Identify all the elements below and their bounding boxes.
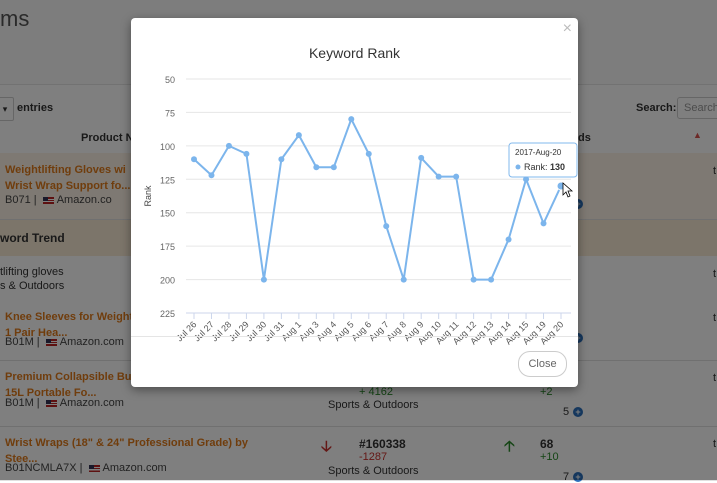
data-point	[365, 150, 372, 157]
close-icon[interactable]: ×	[562, 20, 572, 37]
mouse-cursor-icon	[562, 182, 574, 198]
data-point	[435, 173, 442, 180]
data-point	[313, 164, 320, 171]
data-point	[191, 156, 197, 163]
y-tick-label: 75	[165, 108, 175, 118]
tooltip-marker	[515, 164, 521, 170]
y-tick-label: 175	[160, 242, 175, 252]
data-point	[243, 150, 250, 157]
data-point	[453, 173, 460, 180]
data-point	[278, 156, 285, 163]
data-point	[418, 154, 425, 161]
y-tick-label: 125	[160, 175, 175, 185]
data-point	[295, 132, 302, 139]
series-line	[193, 118, 562, 281]
modal-footer	[131, 336, 578, 337]
data-point	[400, 276, 407, 283]
keyword-rank-modal: × Keyword Rank 50 75 100 125 150 175 200 225 Ran…	[131, 18, 578, 387]
close-button[interactable]: Close	[518, 351, 567, 377]
y-tick-label: 100	[160, 142, 175, 152]
tooltip-box	[508, 142, 578, 178]
tooltip-value: 130	[550, 162, 565, 172]
tooltip-label: Rank: 130	[524, 162, 565, 172]
data-point	[383, 223, 390, 230]
data-point	[348, 116, 355, 123]
data-point	[260, 276, 267, 283]
data-point	[540, 220, 547, 227]
y-tick-label: 50	[165, 75, 175, 85]
data-point	[470, 276, 477, 283]
data-point	[488, 276, 495, 283]
chart-title: Keyword Rank	[308, 45, 401, 61]
y-axis-label: Rank	[143, 185, 153, 207]
data-point	[505, 236, 512, 243]
data-point	[330, 164, 337, 171]
data-point	[523, 176, 530, 183]
y-tick-label: 200	[160, 276, 175, 286]
tooltip-date: 2017-Aug-20	[515, 148, 562, 157]
chart-container: 50 75 100 125 150 175 200 225 Rank Jul 26 Jul 27 Ju…	[131, 58, 578, 351]
data-point	[225, 142, 232, 149]
y-tick-label: 225	[160, 309, 175, 319]
data-point	[208, 172, 215, 179]
y-tick-label: 150	[160, 209, 175, 219]
